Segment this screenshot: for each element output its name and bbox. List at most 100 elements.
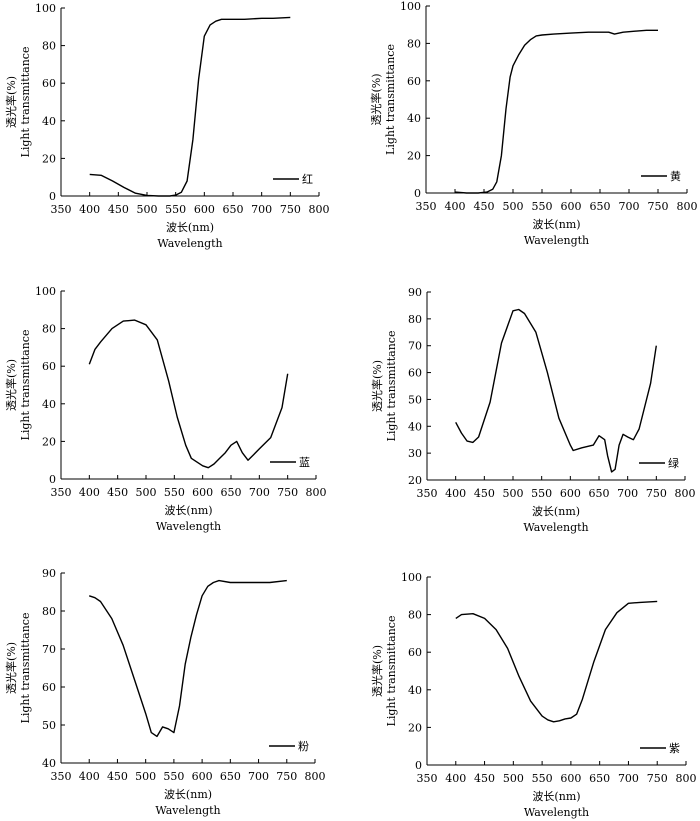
- x-tick-label: 400: [445, 487, 466, 500]
- x-tick-label: 350: [51, 203, 72, 216]
- x-tick-label: 450: [474, 772, 495, 785]
- legend-label: 蓝: [299, 456, 310, 469]
- y-tick-label: 100: [401, 571, 422, 584]
- x-axis-label-cn: 波长(nm): [532, 505, 580, 518]
- y-tick-label: 50: [42, 719, 56, 732]
- x-axis-label-en: Wavelength: [523, 521, 588, 534]
- x-axis-label-en: Wavelength: [155, 804, 220, 817]
- y-tick-label: 40: [42, 115, 56, 128]
- x-tick-label: 400: [79, 203, 100, 216]
- series-line: [88, 579, 287, 738]
- x-tick-label: 450: [474, 487, 495, 500]
- x-tick-label: 800: [305, 770, 326, 783]
- y-tick-label: 0: [414, 187, 421, 200]
- y-tick-label: 60: [42, 77, 56, 90]
- y-tick-label: 0: [49, 190, 56, 203]
- y-tick-label: 50: [408, 393, 422, 406]
- legend-label: 粉: [298, 740, 309, 753]
- x-tick-label: 550: [164, 486, 185, 499]
- x-tick-label: 700: [249, 486, 270, 499]
- y-tick-label: 40: [42, 398, 56, 411]
- x-tick-label: 350: [416, 200, 437, 213]
- x-tick-label: 350: [417, 487, 438, 500]
- series-line: [455, 600, 658, 723]
- x-tick-label: 350: [51, 486, 72, 499]
- series-line: [88, 319, 289, 469]
- y-tick-label: 100: [35, 285, 56, 298]
- x-axis-label-en: Wavelength: [157, 237, 222, 250]
- y-tick-label: 40: [407, 112, 421, 125]
- x-axis-label-cn: 波长(nm): [164, 504, 212, 517]
- y-tick-label: 70: [408, 340, 422, 353]
- x-tick-label: 650: [220, 770, 241, 783]
- x-tick-label: 800: [309, 203, 330, 216]
- y-tick-label: 0: [415, 759, 422, 772]
- y-axis-label-en: Light transmittance: [19, 613, 32, 724]
- x-tick-label: 800: [675, 487, 696, 500]
- x-tick-label: 500: [503, 772, 524, 785]
- y-tick-label: 80: [42, 323, 56, 336]
- x-tick-label: 450: [474, 200, 495, 213]
- y-axis-label-cn: 透光率(%): [370, 645, 384, 697]
- y-axis-label-en: Light transmittance: [385, 331, 398, 442]
- x-tick-label: 500: [503, 200, 524, 213]
- y-tick-label: 20: [42, 152, 56, 165]
- x-axis-label-cn: 波长(nm): [166, 221, 214, 234]
- y-tick-label: 80: [42, 40, 56, 53]
- x-tick-label: 650: [589, 772, 610, 785]
- series-line: [454, 29, 658, 194]
- x-tick-label: 550: [532, 200, 553, 213]
- x-tick-label: 750: [276, 770, 297, 783]
- x-tick-label: 500: [137, 203, 158, 216]
- y-axis-label-cn: 透光率(%): [4, 642, 18, 694]
- y-tick-label: 60: [42, 681, 56, 694]
- x-tick-label: 550: [163, 770, 184, 783]
- x-tick-label: 600: [560, 772, 581, 785]
- y-tick-label: 100: [35, 2, 56, 15]
- y-tick-label: 60: [408, 646, 422, 659]
- x-tick-label: 750: [646, 487, 667, 500]
- legend-label: 紫: [669, 742, 680, 755]
- y-axis-label-cn: 透光率(%): [370, 360, 384, 412]
- x-tick-label: 700: [618, 772, 639, 785]
- x-tick-label: 650: [589, 487, 610, 500]
- x-tick-label: 550: [532, 772, 553, 785]
- x-tick-label: 800: [677, 200, 698, 213]
- x-axis-label-en: Wavelength: [524, 806, 589, 819]
- x-tick-label: 600: [561, 200, 582, 213]
- x-tick-label: 650: [223, 203, 244, 216]
- y-tick-label: 90: [42, 567, 56, 580]
- x-tick-label: 400: [445, 200, 466, 213]
- x-tick-label: 800: [306, 486, 327, 499]
- y-tick-label: 40: [408, 420, 422, 433]
- x-tick-label: 550: [165, 203, 186, 216]
- x-axis-label-en: Wavelength: [524, 234, 589, 247]
- legend-label: 红: [302, 173, 313, 186]
- x-tick-label: 650: [590, 200, 611, 213]
- y-tick-label: 80: [408, 609, 422, 622]
- x-tick-label: 350: [417, 772, 438, 785]
- y-axis-label-cn: 透光率(%): [4, 359, 18, 411]
- x-tick-label: 550: [531, 487, 552, 500]
- y-tick-label: 70: [42, 643, 56, 656]
- x-tick-label: 400: [79, 770, 100, 783]
- y-axis-label-en: Light transmittance: [19, 47, 32, 158]
- y-axis-label-en: Light transmittance: [385, 616, 398, 727]
- x-tick-label: 700: [248, 770, 269, 783]
- y-tick-label: 20: [408, 721, 422, 734]
- x-tick-label: 700: [251, 203, 272, 216]
- x-axis-label-cn: 波长(nm): [164, 788, 212, 801]
- y-tick-label: 60: [407, 75, 421, 88]
- x-tick-label: 500: [135, 770, 156, 783]
- legend-label: 绿: [668, 456, 679, 470]
- x-tick-label: 400: [445, 772, 466, 785]
- y-axis-label-en: Light transmittance: [384, 44, 397, 155]
- series-line: [89, 16, 291, 197]
- x-tick-label: 450: [108, 203, 129, 216]
- y-tick-label: 20: [408, 474, 422, 487]
- y-axis-label-cn: 透光率(%): [4, 76, 18, 128]
- y-tick-label: 30: [408, 447, 422, 460]
- x-axis-label-en: Wavelength: [156, 520, 221, 533]
- y-tick-label: 60: [408, 367, 422, 380]
- y-tick-label: 40: [408, 684, 422, 697]
